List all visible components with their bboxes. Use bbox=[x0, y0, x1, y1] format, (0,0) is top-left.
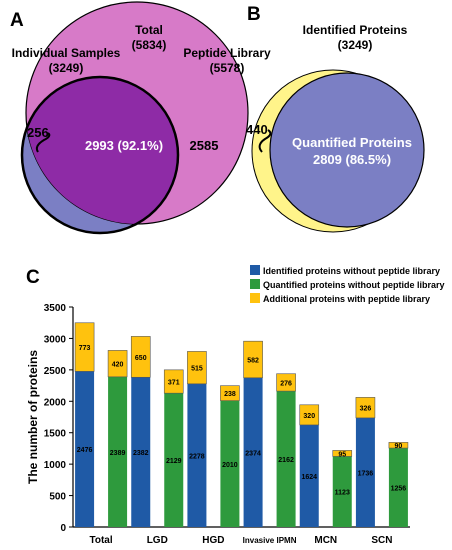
legend: Identified proteins without peptide libr… bbox=[250, 265, 445, 304]
bar-hgd-identified-base bbox=[187, 383, 207, 527]
bar-label-additional-3: 371 bbox=[168, 380, 180, 387]
bar-label-additional-4: 515 bbox=[191, 366, 203, 373]
bar-mcn-quantified-base bbox=[332, 456, 352, 527]
legend-label-identified: Identified proteins without peptide libr… bbox=[263, 266, 440, 276]
panel-a-letter: A bbox=[10, 10, 24, 31]
y-tick-label-0: 0 bbox=[60, 523, 66, 534]
bar-total-identified-base bbox=[75, 371, 95, 527]
individual-samples-outline bbox=[20, 75, 180, 235]
bar-lgd-quantified-base bbox=[164, 393, 184, 527]
bar-label-base-8: 1624 bbox=[301, 474, 317, 481]
peptide-library-label: Peptide Library bbox=[183, 46, 271, 60]
quantified-proteins-value: 2809 (86.5%) bbox=[313, 152, 391, 167]
bar-label-base-2: 2382 bbox=[133, 450, 149, 457]
bar-label-additional-9: 95 bbox=[338, 451, 346, 458]
bar-label-base-7: 2162 bbox=[278, 457, 294, 464]
y-axis-label: The number of proteins bbox=[26, 350, 40, 484]
bar-scn-identified-additional bbox=[355, 397, 376, 419]
legend-swatch-quantified bbox=[250, 279, 260, 289]
x-category-label-5: SCN bbox=[371, 535, 392, 546]
bar-scn-identified-base bbox=[355, 417, 375, 527]
total-label: Total bbox=[135, 23, 163, 37]
only-individual-value: 256 bbox=[27, 125, 49, 140]
x-category-label-0: Total bbox=[90, 535, 113, 546]
bar-mcn-identified-additional bbox=[299, 404, 320, 426]
x-category-label-3: Invasive IPMN bbox=[243, 536, 297, 545]
legend-label-quantified: Quantified proteins without peptide libr… bbox=[263, 280, 445, 290]
bar-label-base-3: 2129 bbox=[166, 458, 182, 465]
total-count: (5834) bbox=[132, 38, 167, 52]
pointer-256-curve bbox=[35, 132, 51, 153]
bar-label-additional-0: 773 bbox=[79, 345, 91, 352]
bar-lgd-identified-additional bbox=[130, 336, 151, 378]
y-tick-label-2500: 2500 bbox=[44, 366, 67, 377]
bar-lgd-identified-base bbox=[131, 377, 151, 527]
y-tick-label-3500: 3500 bbox=[44, 303, 67, 314]
bar-label-base-9: 1123 bbox=[335, 490, 350, 497]
bar-lgd-quantified-additional bbox=[163, 369, 184, 394]
quantified-proteins-circle bbox=[269, 72, 425, 228]
y-tick-label-3000: 3000 bbox=[44, 334, 67, 345]
bar-scn-quantified-base bbox=[388, 448, 408, 527]
bar-label-base-1: 2389 bbox=[110, 450, 126, 457]
bar-invasive-ipmn-identified-additional bbox=[243, 340, 263, 379]
pointer-440-curve bbox=[258, 129, 272, 153]
bar-hgd-identified-additional bbox=[187, 351, 207, 385]
bar-label-base-10: 1736 bbox=[358, 470, 374, 477]
bar-label-additional-6: 582 bbox=[247, 357, 259, 364]
panel-c-letter: C bbox=[26, 267, 40, 288]
chart-bars: 2476 773 2389 420 2382 650 2129 371 2278 515 2010 2… bbox=[74, 322, 409, 527]
chart-axes: 0 500 1000 1500 2000 2500 3000 3500 Total LGD HGD I… bbox=[44, 303, 410, 546]
y-tick-label-1000: 1000 bbox=[44, 460, 67, 471]
bar-mcn-identified-base bbox=[299, 424, 319, 527]
bar-invasive-ipmn-identified-base bbox=[243, 377, 263, 527]
legend-swatch-identified bbox=[250, 265, 260, 275]
bar-label-additional-1: 420 bbox=[112, 362, 124, 369]
bar-label-base-5: 2010 bbox=[222, 462, 238, 469]
x-category-label-1: LGD bbox=[147, 535, 168, 546]
bar-mcn-quantified-additional bbox=[332, 450, 353, 457]
x-category-label-4: MCN bbox=[314, 535, 337, 546]
panel-b-letter: B bbox=[247, 4, 261, 25]
y-tick-label-1500: 1500 bbox=[44, 429, 67, 440]
bar-hgd-quantified-base bbox=[220, 400, 240, 527]
bar-total-identified-additional bbox=[74, 322, 95, 372]
legend-swatch-additional bbox=[250, 293, 260, 303]
bar-label-additional-7: 276 bbox=[280, 380, 292, 387]
bar-label-additional-8: 320 bbox=[303, 413, 315, 420]
x-category-label-2: HGD bbox=[202, 535, 224, 546]
quantified-proteins-label: Quantified Proteins bbox=[292, 135, 412, 150]
individual-samples-count: (3249) bbox=[49, 61, 84, 75]
bar-label-additional-5: 238 bbox=[224, 391, 236, 398]
identified-proteins-count: (3249) bbox=[338, 38, 373, 52]
bar-label-base-6: 2374 bbox=[245, 450, 261, 457]
only-identified-value: 440 bbox=[246, 122, 268, 137]
bar-total-quantified-additional bbox=[107, 350, 128, 378]
y-tick-label-2000: 2000 bbox=[44, 397, 67, 408]
bar-invasive-ipmn-quantified-additional bbox=[276, 373, 296, 392]
bar-hgd-quantified-additional bbox=[220, 385, 240, 401]
bar-invasive-ipmn-quantified-base bbox=[276, 391, 296, 527]
bar-scn-quantified-additional bbox=[388, 442, 409, 449]
bar-label-additional-11: 90 bbox=[395, 443, 403, 450]
bar-label-base-0: 2476 bbox=[77, 447, 93, 454]
identified-proteins-label: Identified Proteins bbox=[303, 23, 408, 37]
bar-label-additional-10: 326 bbox=[360, 406, 372, 413]
legend-label-additional: Additional proteins with peptide library bbox=[263, 294, 430, 304]
individual-samples-label: Individual Samples bbox=[12, 46, 121, 60]
bar-total-quantified-base bbox=[108, 376, 128, 527]
bar-label-additional-2: 650 bbox=[135, 355, 147, 362]
only-library-value: 2585 bbox=[190, 138, 219, 153]
overlap-value: 2993 (92.1%) bbox=[85, 138, 163, 153]
bar-label-base-11: 1256 bbox=[391, 486, 407, 493]
bar-label-base-4: 2278 bbox=[189, 453, 205, 460]
peptide-library-count: (5578) bbox=[210, 61, 245, 75]
y-tick-label-500: 500 bbox=[49, 492, 66, 503]
